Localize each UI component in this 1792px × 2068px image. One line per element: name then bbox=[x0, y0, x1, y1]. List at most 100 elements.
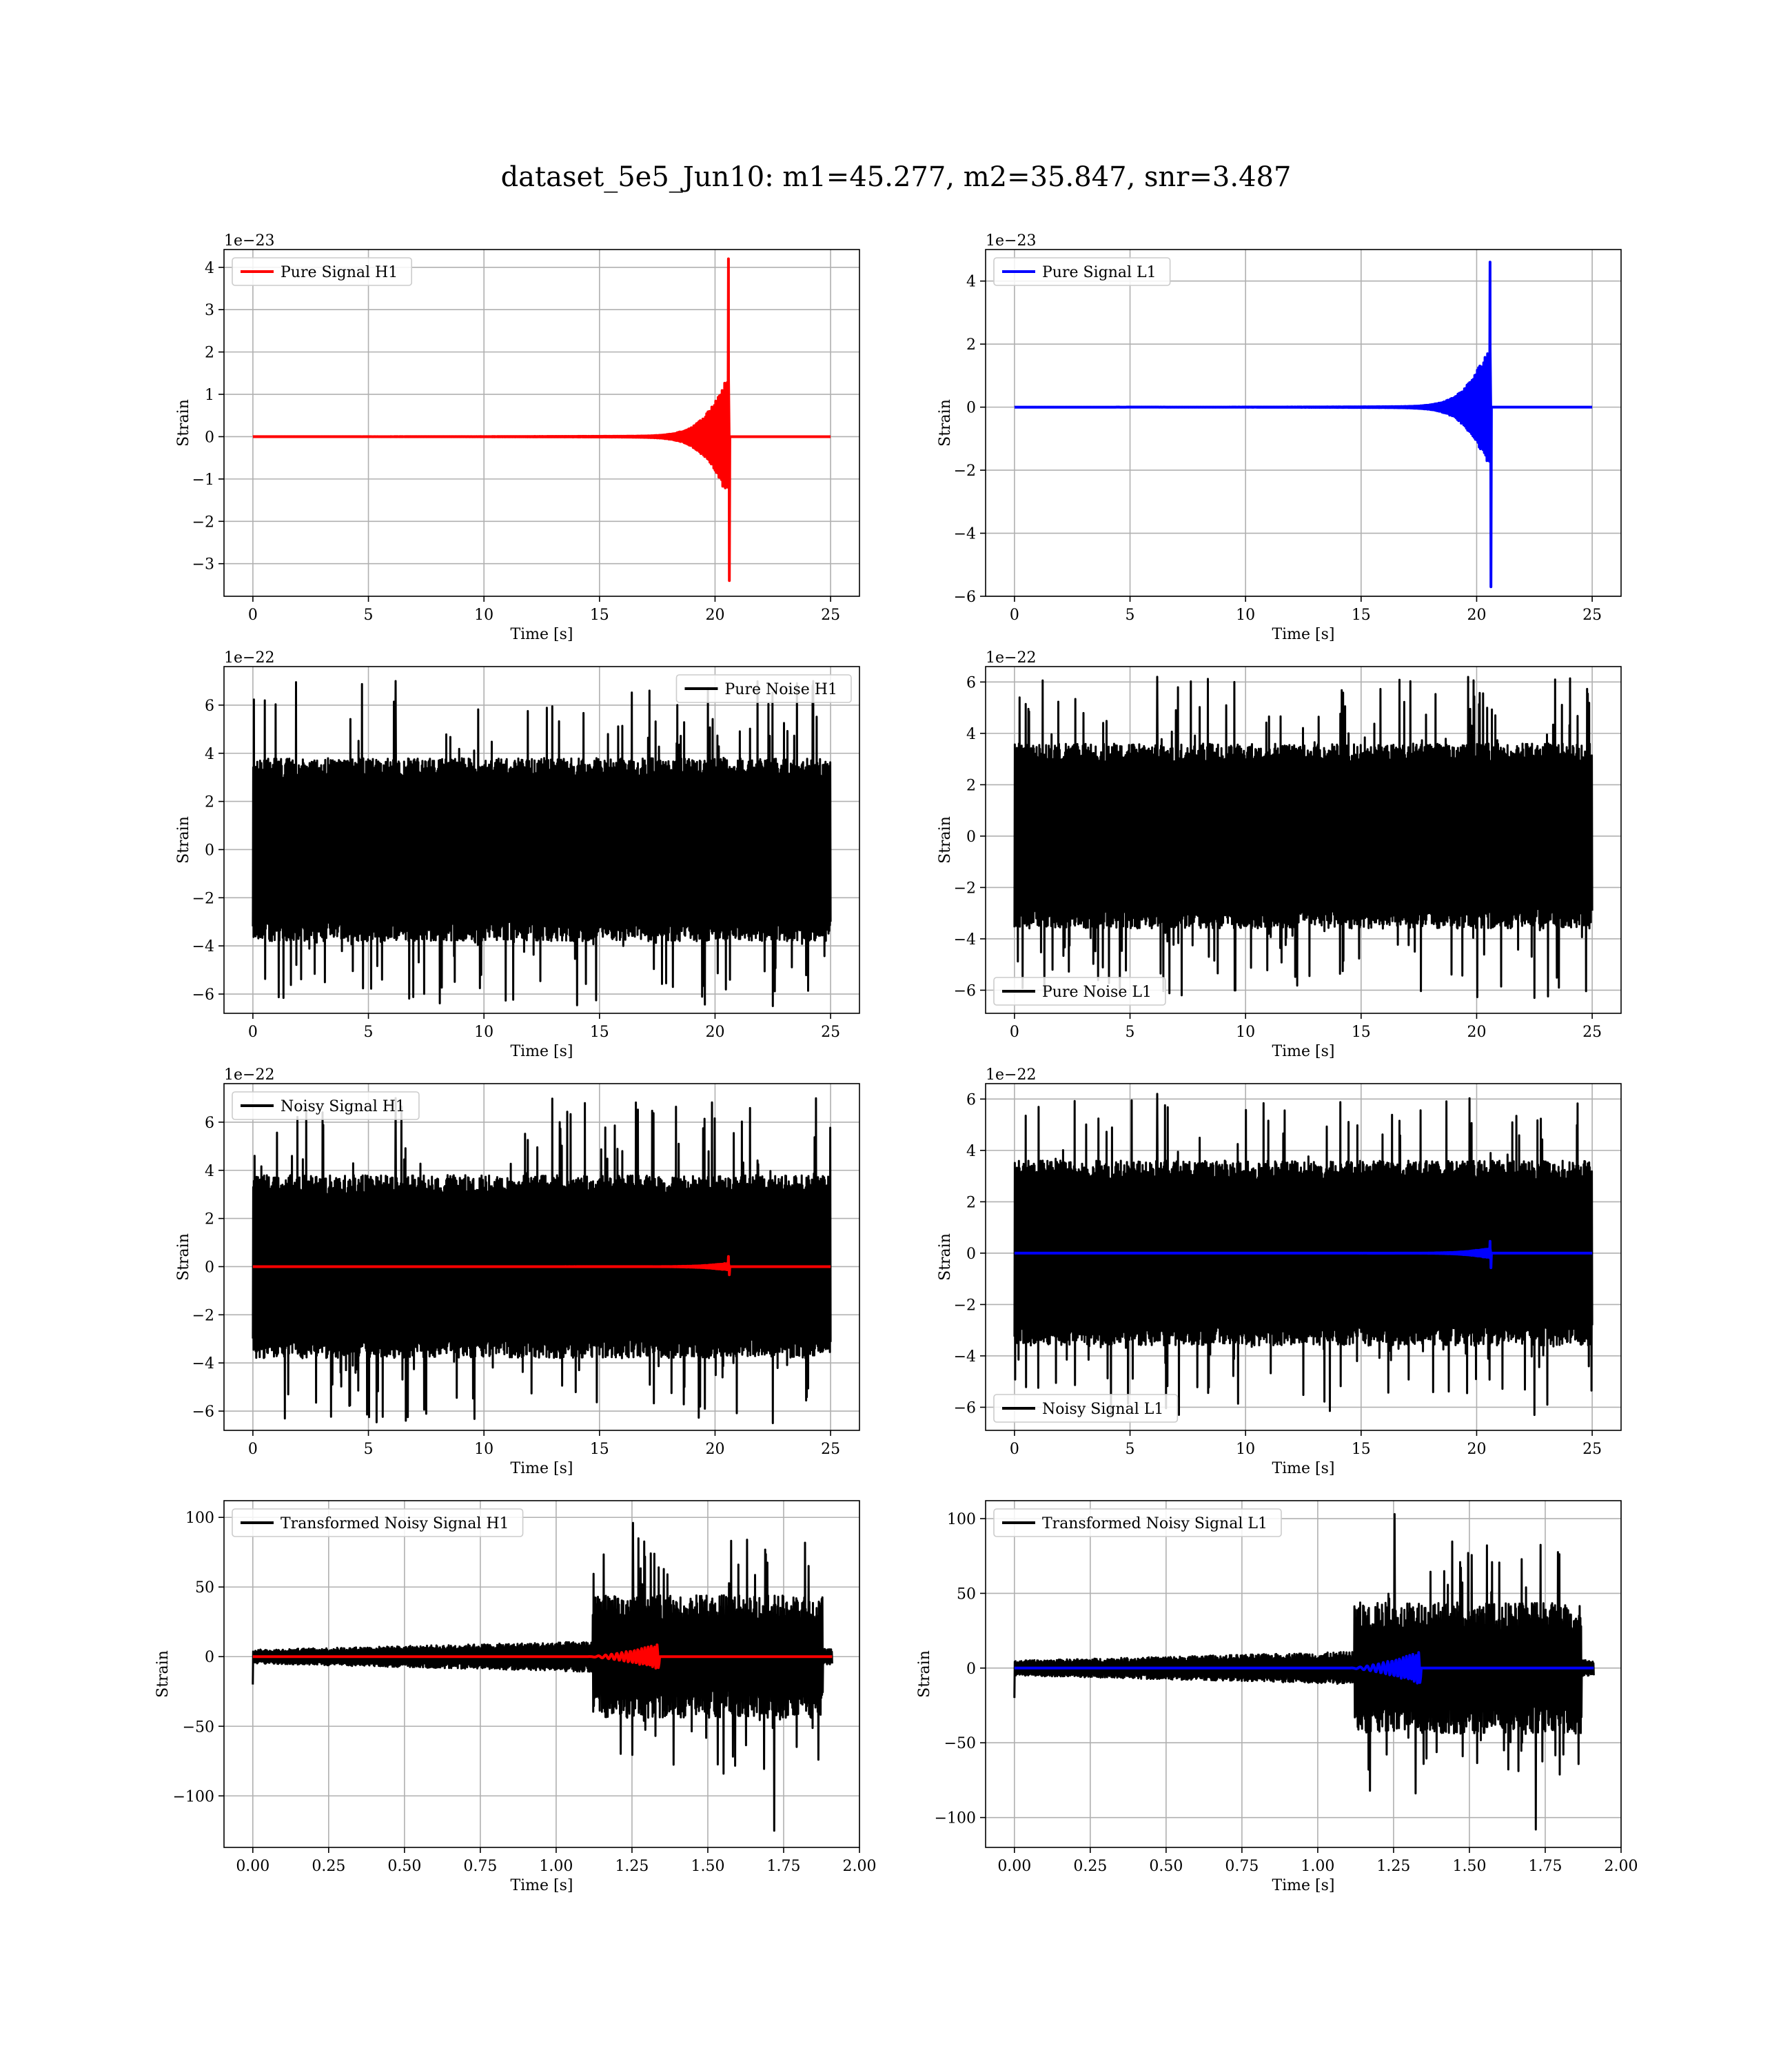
y-tick-label: −2 bbox=[192, 514, 214, 531]
series-line-0 bbox=[1013, 676, 1594, 1000]
panel-pure-noise-l1: 0 5 10 15 20 25 −6 −4 −2 0 2 4 6 Time [s] Strain 1e−22 P… bbox=[937, 649, 1622, 1060]
x-tick-label: 20 bbox=[705, 1024, 724, 1041]
y-tick-label: 6 bbox=[205, 1115, 214, 1132]
x-tick-label: 0.75 bbox=[1225, 1858, 1259, 1875]
y-tick-label: 0 bbox=[205, 1259, 214, 1276]
x-tick-label: 5 bbox=[1126, 1024, 1135, 1041]
panel-transformed-noisy-signal-l1: 0.00 0.25 0.50 0.75 1.00 1.25 1.50 1.75 2.00 −100… bbox=[916, 1500, 1638, 1894]
y-axis-label: Strain bbox=[175, 816, 192, 864]
series-line-0 bbox=[1013, 1093, 1594, 1417]
legend-box bbox=[675, 674, 852, 703]
x-tick-label: 1.75 bbox=[1528, 1858, 1562, 1875]
x-axis-label: Time [s] bbox=[1272, 1877, 1334, 1894]
axes-frame bbox=[223, 666, 860, 1014]
y-tick-label: 50 bbox=[195, 1579, 214, 1596]
series-line-1 bbox=[1013, 1651, 1595, 1685]
x-tick-label: 25 bbox=[1582, 607, 1602, 624]
legend-box bbox=[993, 257, 1171, 286]
y-tick-label: −6 bbox=[954, 1399, 976, 1417]
x-tick-label: 10 bbox=[1236, 1024, 1255, 1041]
y-tick-label: 4 bbox=[205, 260, 214, 277]
legend: Transformed Noisy Signal L1 bbox=[993, 1508, 1282, 1537]
y-tick-label: −4 bbox=[192, 1355, 214, 1372]
x-tick-label: 5 bbox=[364, 1024, 374, 1041]
x-tick-label: 25 bbox=[821, 1441, 840, 1458]
x-tick-label: 0 bbox=[1010, 1024, 1019, 1041]
panel-pure-signal-h1: 0 5 10 15 20 25 −3 −2 −1 0 1 2 3 4 Time [s] Strain 1e−23… bbox=[175, 232, 860, 643]
legend: Pure Signal L1 bbox=[993, 257, 1171, 286]
y-tick-label: 2 bbox=[966, 336, 976, 354]
legend: Pure Noise H1 bbox=[675, 674, 852, 703]
x-tick-label: 2.00 bbox=[843, 1858, 877, 1875]
x-axis-label: Time [s] bbox=[510, 1043, 573, 1060]
x-tick-label: 25 bbox=[821, 607, 840, 624]
x-axis-label: Time [s] bbox=[1272, 1460, 1334, 1477]
y-tick-label: 3 bbox=[205, 302, 214, 319]
y-tick-label: 100 bbox=[185, 1510, 214, 1527]
y-tick-label: −100 bbox=[173, 1788, 214, 1805]
series-line-0 bbox=[252, 1521, 833, 1832]
x-tick-label: 5 bbox=[1126, 607, 1135, 624]
legend-box bbox=[232, 1508, 524, 1537]
legend-label: Noisy Signal H1 bbox=[281, 1098, 405, 1115]
y-tick-label: 2 bbox=[966, 777, 976, 794]
y-tick-label: 0 bbox=[966, 1661, 976, 1678]
x-tick-label: 1.50 bbox=[1452, 1858, 1486, 1875]
x-tick-label: 0 bbox=[1010, 607, 1019, 624]
x-axis-label: Time [s] bbox=[510, 1877, 573, 1894]
legend-label: Pure Noise L1 bbox=[1042, 984, 1152, 1001]
y-tick-label: 4 bbox=[966, 1143, 976, 1160]
x-tick-label: 1.50 bbox=[691, 1858, 724, 1875]
legend-box bbox=[232, 1091, 420, 1120]
legend: Pure Signal H1 bbox=[232, 257, 413, 286]
x-tick-label: 15 bbox=[1352, 1024, 1371, 1041]
axes-frame bbox=[985, 666, 1622, 1014]
y-tick-label: −1 bbox=[192, 472, 214, 489]
x-axis-label: Time [s] bbox=[510, 626, 573, 643]
y-tick-label: −6 bbox=[192, 1403, 214, 1421]
x-tick-label: 0 bbox=[248, 607, 258, 624]
y-axis-label: Strain bbox=[175, 399, 192, 447]
y-tick-label: −4 bbox=[192, 938, 214, 955]
legend: Pure Noise L1 bbox=[993, 977, 1166, 1006]
legend-label: Noisy Signal L1 bbox=[1042, 1401, 1163, 1418]
y-tick-label: 6 bbox=[966, 1091, 976, 1108]
x-tick-label: 0.00 bbox=[236, 1858, 269, 1875]
y-tick-label: 0 bbox=[205, 842, 214, 859]
y-tick-label: 2 bbox=[205, 345, 214, 362]
x-tick-label: 20 bbox=[1467, 1441, 1486, 1458]
series-line-1 bbox=[252, 1255, 832, 1277]
y-axis-label: Strain bbox=[916, 1650, 933, 1698]
x-tick-label: 15 bbox=[590, 607, 609, 624]
legend-box bbox=[993, 1394, 1179, 1423]
x-tick-label: 0.50 bbox=[387, 1858, 421, 1875]
panel-transformed-noisy-signal-h1: 0.00 0.25 0.50 0.75 1.00 1.25 1.50 1.75 2.00 −100… bbox=[154, 1500, 877, 1894]
offset-label: 1e−23 bbox=[986, 232, 1036, 250]
offset-label: 1e−22 bbox=[224, 1066, 274, 1084]
figure-title: dataset_5e5_Jun10: m1=45.277, m2=35.847,… bbox=[501, 161, 1292, 193]
x-tick-label: 0.25 bbox=[312, 1858, 345, 1875]
x-tick-label: 0 bbox=[1010, 1441, 1019, 1458]
x-tick-label: 0 bbox=[248, 1441, 258, 1458]
y-tick-label: −2 bbox=[954, 880, 976, 897]
y-tick-label: 4 bbox=[966, 274, 976, 291]
x-tick-label: 1.00 bbox=[1301, 1858, 1334, 1875]
y-tick-label: −2 bbox=[192, 1307, 214, 1324]
x-tick-label: 10 bbox=[1236, 607, 1255, 624]
x-tick-label: 25 bbox=[1582, 1441, 1602, 1458]
x-tick-label: 15 bbox=[1352, 1441, 1371, 1458]
axes-frame bbox=[223, 1083, 860, 1431]
offset-label: 1e−22 bbox=[986, 1066, 1036, 1084]
y-tick-label: 2 bbox=[966, 1194, 976, 1211]
series-line-0 bbox=[252, 257, 832, 582]
y-tick-label: −4 bbox=[954, 931, 976, 949]
x-axis-label: Time [s] bbox=[1272, 1043, 1334, 1060]
x-axis-label: Time [s] bbox=[510, 1460, 573, 1477]
offset-label: 1e−22 bbox=[986, 649, 1036, 667]
y-tick-label: −2 bbox=[954, 463, 976, 480]
x-tick-label: 20 bbox=[1467, 607, 1486, 624]
x-tick-label: 25 bbox=[821, 1024, 840, 1041]
y-tick-label: −100 bbox=[935, 1810, 976, 1827]
y-axis-label: Strain bbox=[937, 816, 954, 864]
